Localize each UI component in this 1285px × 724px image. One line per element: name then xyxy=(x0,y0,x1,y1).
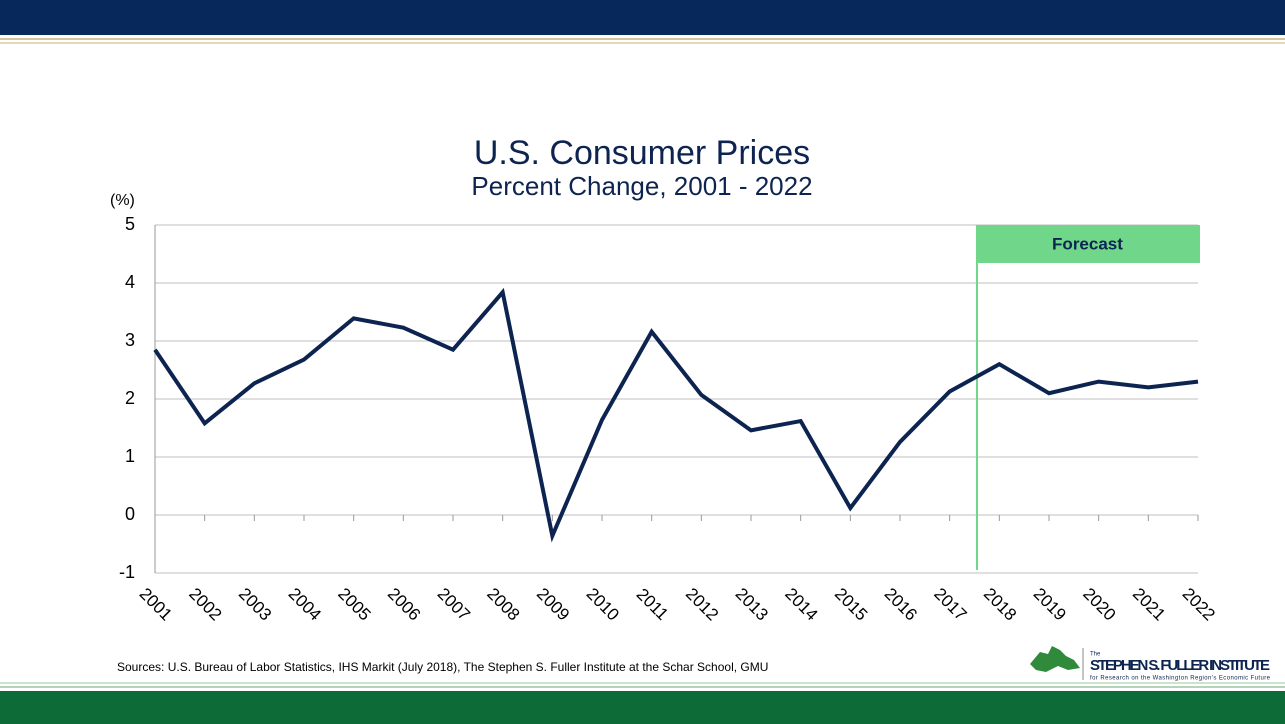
y-tick-label: 4 xyxy=(125,272,135,292)
y-axis-label: (%) xyxy=(110,192,135,209)
y-tick-label: 1 xyxy=(125,446,135,466)
y-tick-label: 3 xyxy=(125,330,135,350)
logo: The STEPHEN S. FULLER INSTITUTE for Rese… xyxy=(1030,646,1271,682)
forecast-box xyxy=(976,225,1200,263)
data-line xyxy=(153,287,1199,543)
top-band xyxy=(0,0,1285,35)
source: Sources: U.S. Bureau of Labor Statistics… xyxy=(117,660,768,674)
logo-icon xyxy=(1030,646,1080,672)
logo-name: STEPHEN S. FULLER INSTITUTE xyxy=(1090,657,1270,674)
chart-title: U.S. Consumer Prices xyxy=(474,134,810,172)
logo-tagline: for Research on the Washington Region's … xyxy=(1090,676,1271,682)
y-tick-label: 5 xyxy=(125,214,135,234)
forecast-label: Forecast xyxy=(1052,234,1123,253)
chart-subtitle: Percent Change, 2001 - 2022 xyxy=(471,171,812,201)
bottom-band xyxy=(0,691,1285,724)
logo-small: The xyxy=(1090,652,1101,658)
y-tick-label: 0 xyxy=(125,504,135,524)
y-tick-label: 2 xyxy=(125,388,135,408)
y-tick-label: -1 xyxy=(119,562,135,582)
